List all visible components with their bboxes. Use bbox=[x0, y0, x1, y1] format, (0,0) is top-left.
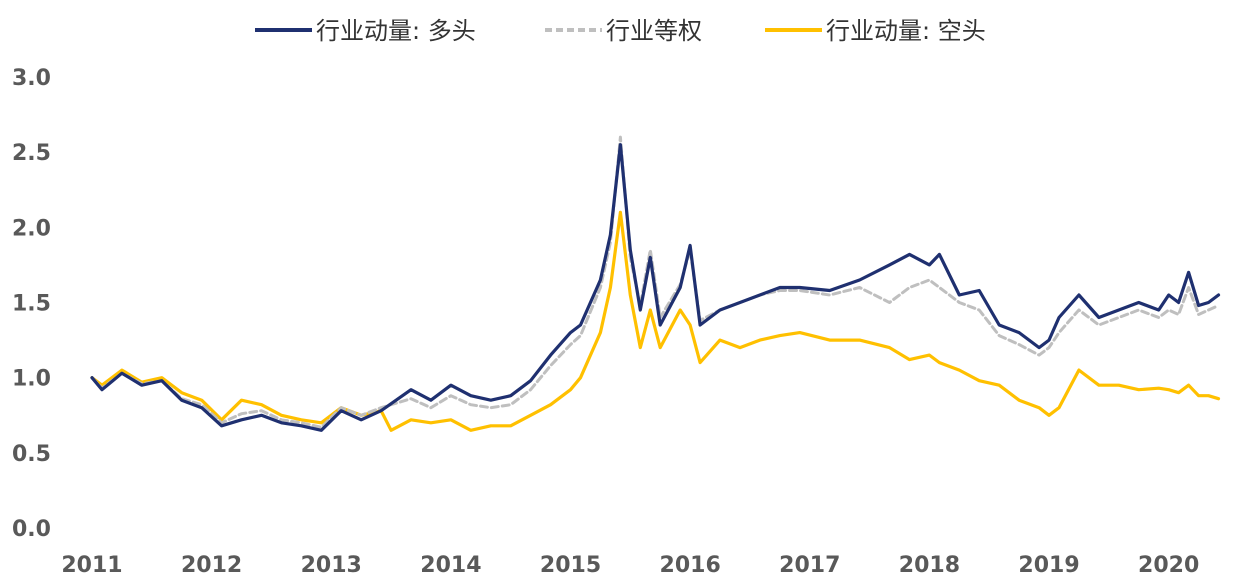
legend-label-equal: 行业等权 bbox=[606, 17, 702, 45]
x-tick-label: 2017 bbox=[779, 553, 840, 578]
legend-label-long: 行业动量: 多头 bbox=[316, 17, 476, 45]
x-tick-label: 2016 bbox=[660, 553, 721, 578]
legend-item-equal: 行业等权 bbox=[545, 17, 702, 45]
y-tick-label: 1.0 bbox=[12, 367, 51, 392]
y-tick-label: 0.0 bbox=[12, 517, 51, 542]
legend: 行业动量: 多头 行业等权 行业动量: 空头 bbox=[255, 17, 986, 45]
x-tick-label: 2012 bbox=[181, 553, 242, 578]
legend-label-short: 行业动量: 空头 bbox=[826, 17, 986, 45]
x-tick-label: 2013 bbox=[301, 553, 362, 578]
x-tick-label: 2014 bbox=[420, 553, 481, 578]
legend-item-short: 行业动量: 空头 bbox=[765, 17, 986, 45]
legend-item-long: 行业动量: 多头 bbox=[255, 17, 476, 45]
series-line-long bbox=[90, 143, 1221, 432]
y-tick-label: 2.0 bbox=[12, 216, 51, 241]
y-tick-label: 3.0 bbox=[12, 66, 51, 91]
x-tick-label: 2011 bbox=[61, 553, 122, 578]
y-tick-label: 2.5 bbox=[12, 141, 51, 166]
x-axis: 2011 2012 2013 2014 2015 2016 2017 2018 2019 2020 bbox=[61, 553, 1199, 578]
y-tick-label: 1.5 bbox=[12, 292, 51, 317]
x-tick-label: 2018 bbox=[899, 553, 960, 578]
x-tick-label: 2020 bbox=[1138, 553, 1199, 578]
series-layer bbox=[90, 135, 1221, 432]
series-line-short bbox=[90, 210, 1221, 432]
y-tick-label: 0.5 bbox=[12, 442, 51, 467]
x-tick-label: 2019 bbox=[1018, 553, 1079, 578]
x-tick-label: 2015 bbox=[540, 553, 601, 578]
y-axis: 0.0 0.5 1.0 1.5 2.0 2.5 3.0 bbox=[12, 66, 51, 542]
